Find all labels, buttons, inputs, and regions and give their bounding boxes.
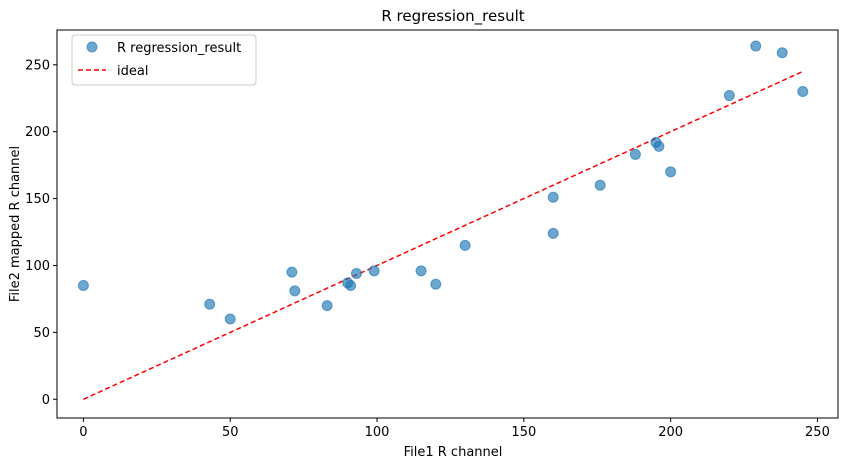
x-axis: 0 50 100 150 200 250 — [79, 418, 830, 440]
scatter-point — [594, 179, 606, 191]
scatter-point — [368, 265, 380, 277]
scatter-point — [321, 300, 333, 312]
plot-area — [56, 29, 839, 419]
ideal-line-layer — [83, 70, 804, 400]
y-tick-label: 200 — [25, 125, 50, 140]
x-tick-label: 100 — [365, 425, 390, 440]
scatter-point — [750, 40, 762, 52]
scatter-point — [204, 298, 216, 310]
y-tick-label: 50 — [33, 326, 50, 341]
x-tick-label: 200 — [658, 425, 683, 440]
y-tick-label: 250 — [25, 58, 50, 73]
ideal-line — [83, 70, 804, 400]
scatter-point — [629, 148, 641, 160]
y-axis-label: File2 mapped R channel — [8, 146, 23, 302]
chart-title: R regression_result — [381, 7, 524, 26]
y-tick-label: 100 — [25, 259, 50, 274]
scatter-point — [776, 47, 788, 59]
legend: R regression_result ideal — [71, 34, 257, 86]
scatter-point — [430, 278, 442, 290]
scatter-point — [350, 268, 362, 280]
plot-background — [57, 30, 838, 418]
legend-frame — [71, 34, 257, 86]
scatter-point — [797, 86, 809, 98]
scatter-point — [665, 166, 677, 178]
x-tick-label: 50 — [222, 425, 239, 440]
x-tick-label: 150 — [511, 425, 536, 440]
scatter-point — [224, 313, 236, 325]
y-axis: 0 50 100 150 200 250 — [25, 58, 57, 408]
legend-label-ideal: ideal — [117, 64, 148, 79]
plot-frame — [56, 29, 839, 419]
scatter-point — [547, 191, 559, 203]
x-tick-label: 0 — [79, 425, 87, 440]
y-tick-label: 150 — [25, 192, 50, 207]
scatter-point — [77, 280, 89, 292]
scatter-point — [723, 90, 735, 102]
scatter-point — [289, 285, 301, 297]
x-tick-label: 250 — [805, 425, 830, 440]
scatter-point — [459, 239, 471, 251]
scatter-point — [415, 265, 427, 277]
scatter-point — [286, 266, 298, 278]
y-tick-label: 0 — [42, 393, 50, 408]
scatter-point — [547, 227, 559, 239]
scatter-point — [653, 140, 665, 152]
scatter-points-layer — [77, 40, 809, 325]
scatter-point — [345, 280, 357, 292]
x-axis-label: File1 R channel — [404, 445, 503, 460]
legend-scatter-marker — [86, 41, 98, 53]
legend-label-scatter: R regression_result — [117, 41, 241, 56]
